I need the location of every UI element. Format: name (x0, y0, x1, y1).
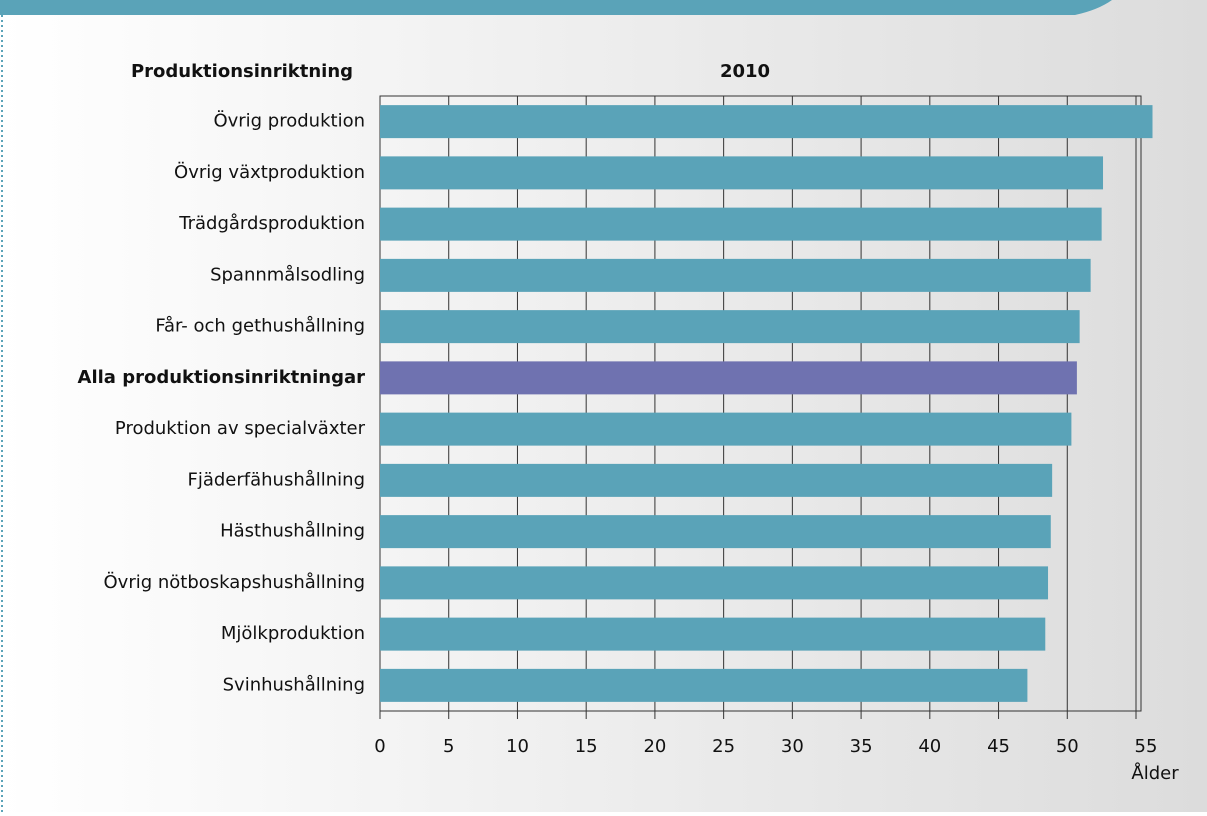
y-tick-label: Hästhushållning (220, 521, 365, 542)
x-tick-label: 5 (443, 736, 454, 757)
bar (380, 156, 1104, 190)
y-tick-label: Mjölkproduktion (221, 623, 365, 644)
x-tick-label: 0 (374, 736, 385, 757)
x-tick-label: 50 (1056, 736, 1079, 757)
x-tick-label: 55 (1135, 736, 1158, 757)
bar (380, 515, 1051, 549)
bar (380, 105, 1153, 139)
bar (380, 361, 1077, 395)
bar (380, 412, 1072, 446)
x-tick-label: 40 (918, 736, 941, 757)
header-band (0, 0, 1112, 15)
bar (380, 617, 1046, 651)
y-tick-label: Alla produktionsinriktningar (78, 367, 366, 388)
x-axis-label: Ålder (1131, 762, 1179, 784)
bar (380, 207, 1102, 241)
y-tick-label: Produktion av specialväxter (115, 418, 366, 439)
bar (380, 463, 1053, 497)
x-tick-label: 35 (850, 736, 873, 757)
x-tick-label: 30 (781, 736, 804, 757)
y-tick-label: Spannmålsodling (210, 264, 365, 285)
y-tick-label: Får- och gethushållning (155, 316, 365, 337)
bar (380, 566, 1049, 600)
category-header: Produktionsinriktning (131, 61, 353, 82)
y-tick-label: Fjäderfähushållning (187, 469, 365, 490)
x-tick-label: 25 (712, 736, 735, 757)
y-tick-label: Övrig växtproduktion (174, 161, 365, 183)
bar (380, 310, 1080, 344)
y-tick-label: Trädgårdsproduktion (178, 213, 365, 234)
y-tick-label: Svinhushållning (223, 674, 365, 695)
x-tick-label: 15 (575, 736, 598, 757)
chart-title: 2010 (720, 61, 770, 82)
bar (380, 668, 1028, 702)
y-tick-label: Övrig produktion (213, 110, 365, 132)
y-tick-label: Övrig nötboskapshushållning (104, 571, 365, 593)
x-tick-label: 20 (643, 736, 666, 757)
x-tick-label: 10 (506, 736, 529, 757)
bar (380, 258, 1091, 292)
x-tick-label: 45 (987, 736, 1010, 757)
